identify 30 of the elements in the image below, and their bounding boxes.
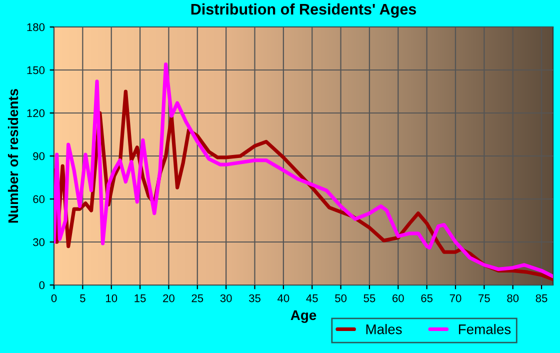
y-tick-label: 0 (39, 281, 45, 290)
y-tick-label: 120 (27, 109, 45, 118)
x-tick-label: 80 (507, 294, 519, 302)
legend-label: Males (366, 324, 402, 334)
x-tick-label: 20 (163, 294, 174, 302)
y-axis-title: Number of residents (8, 89, 18, 223)
x-tick-label: 35 (248, 294, 260, 302)
x-tick-label: 65 (421, 294, 433, 302)
x-tick-label: 75 (478, 294, 490, 302)
x-tick-label: 40 (278, 294, 290, 302)
legend-label: Females (458, 324, 511, 334)
x-tick-label: 5 (80, 294, 86, 302)
x-tick-label: 25 (192, 294, 204, 302)
x-tick-label: 50 (335, 294, 347, 302)
x-tick-label: 70 (450, 294, 462, 302)
x-tick-label: 15 (134, 294, 146, 302)
y-tick-label: 150 (27, 66, 45, 74)
y-tick-label: 30 (33, 238, 45, 246)
x-tick-label: 55 (364, 294, 376, 302)
x-tick-label: 60 (392, 294, 404, 302)
y-tick-label: 60 (33, 195, 45, 204)
y-tick-label: 180 (27, 23, 45, 32)
chart-title: Distribution of Residents' Ages (191, 3, 416, 18)
x-tick-label: 30 (220, 294, 232, 302)
y-tick-label: 90 (33, 152, 45, 160)
x-tick-label: 45 (306, 294, 318, 302)
x-axis-title: Age (290, 310, 316, 323)
x-tick-label: 0 (51, 294, 57, 302)
x-tick-label: 85 (536, 294, 548, 302)
x-tick-label: 10 (106, 294, 118, 302)
